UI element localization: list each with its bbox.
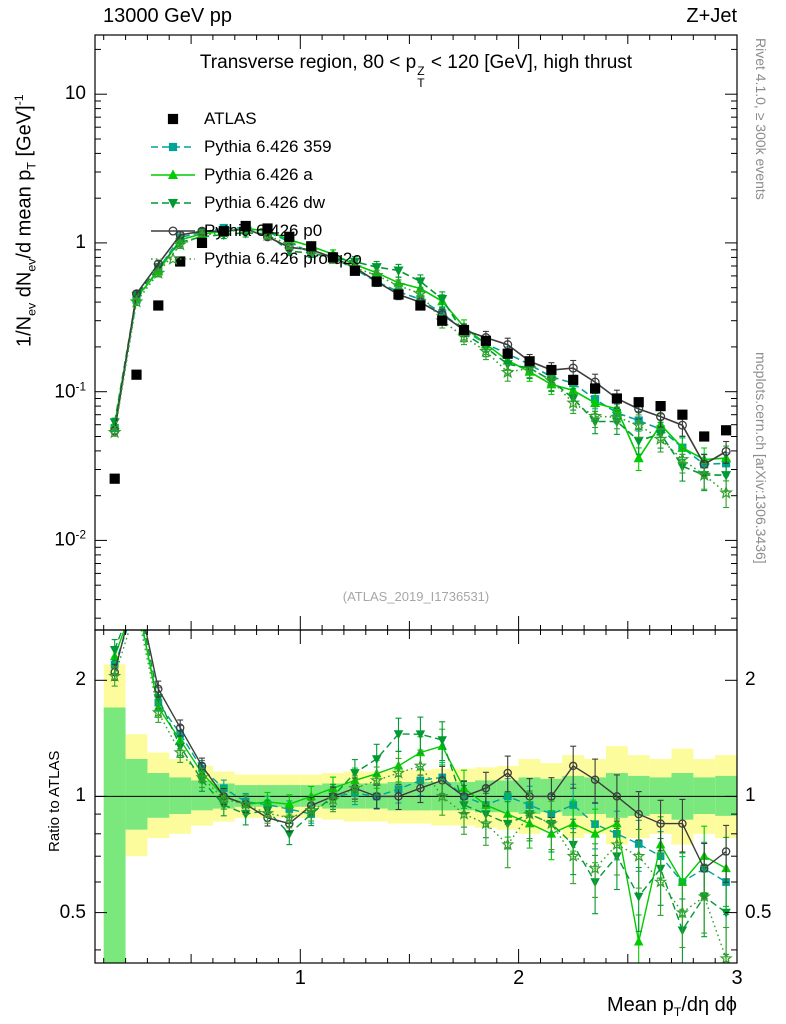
y-axis-tick-label: 10 bbox=[64, 83, 86, 105]
plot-title-sub: T bbox=[417, 76, 425, 90]
x-axis-title: Mean pT/dη dϕ bbox=[607, 994, 737, 1019]
rivet-version-note: Rivet 4.1.0, ≥ 300k events bbox=[753, 38, 769, 200]
plot-title-text2: < 120 [GeV], high thrust bbox=[425, 52, 633, 73]
legend-marker-icon bbox=[151, 226, 195, 236]
ratio-panel-series bbox=[108, 630, 733, 963]
mcplots-arxiv-note: mcplots.cern.ch [arXiv:1306.3436] bbox=[753, 352, 769, 564]
legend-marker-icon bbox=[167, 113, 179, 125]
ratio-uncertainty-bands bbox=[103, 664, 737, 963]
legend-item-pythia-6-426-dw: Pythia 6.426 dw bbox=[150, 189, 362, 217]
process-label: Z+Jet bbox=[686, 5, 737, 27]
legend-label: Pythia 6.426 359 bbox=[204, 137, 332, 156]
legend-marker-icon bbox=[151, 169, 195, 179]
legend: ATLAS Pythia 6.426 359 Pythia 6.426 a Pythi… bbox=[150, 105, 362, 273]
legend-item-atlas: ATLAS bbox=[150, 105, 362, 133]
legend-label: ATLAS bbox=[204, 109, 257, 128]
main-panel-series bbox=[107, 220, 734, 509]
y-axis-tick-label: 1 bbox=[75, 231, 86, 253]
legend-item-pythia-6-426-a: Pythia 6.426 a bbox=[150, 161, 362, 189]
ratio-tick-label-left: 2 bbox=[75, 669, 86, 691]
plot-title-sup: Z bbox=[417, 64, 425, 78]
legend-marker-icon bbox=[151, 199, 195, 209]
ratio-tick-label-right: 1 bbox=[745, 785, 756, 807]
x-axis-tick-label: 1 bbox=[294, 967, 306, 989]
legend-label: Pythia 6.426 p0 bbox=[204, 221, 323, 240]
analysis-watermark: (ATLAS_2019_I1736531) bbox=[342, 589, 490, 604]
y-axis-tick-label: 10-1 bbox=[54, 380, 86, 403]
legend-marker-icon bbox=[151, 251, 195, 265]
ratio-tick-label-left: 1 bbox=[75, 785, 86, 807]
plot-title-text: Transverse region, 80 < p bbox=[199, 52, 417, 73]
beam-energy-label: 13000 GeV pp bbox=[103, 5, 232, 27]
legend-item-pythia-6-426-p0: Pythia 6.426 p0 bbox=[150, 217, 362, 245]
ratio-axis-title: Ratio to ATLAS bbox=[46, 750, 63, 852]
ratio-tick-label-left: 0.5 bbox=[59, 901, 86, 923]
legend-label: Pythia 6.426 dw bbox=[204, 193, 325, 212]
legend-item-pythia-6-426-359: Pythia 6.426 359 bbox=[150, 133, 362, 161]
x-axis-tick-label: 3 bbox=[731, 967, 743, 989]
axis-ticks bbox=[95, 35, 737, 963]
legend-label: Pythia 6.426 pro-q2o bbox=[204, 249, 362, 268]
legend-item-pythia-6-426-pro-q2o: Pythia 6.426 pro-q2o bbox=[150, 245, 362, 273]
y-axis-tick-label: 10-2 bbox=[54, 528, 86, 552]
legend-marker-icon bbox=[151, 142, 195, 152]
y-axis-title: 1/Nev dNev/d mean pT [GeV]-1 bbox=[12, 94, 39, 347]
ratio-tick-label-right: 0.5 bbox=[745, 901, 772, 923]
x-axis-tick-label: 2 bbox=[513, 967, 525, 989]
legend-label: Pythia 6.426 a bbox=[204, 165, 313, 184]
ratio-tick-label-right: 2 bbox=[745, 669, 756, 691]
